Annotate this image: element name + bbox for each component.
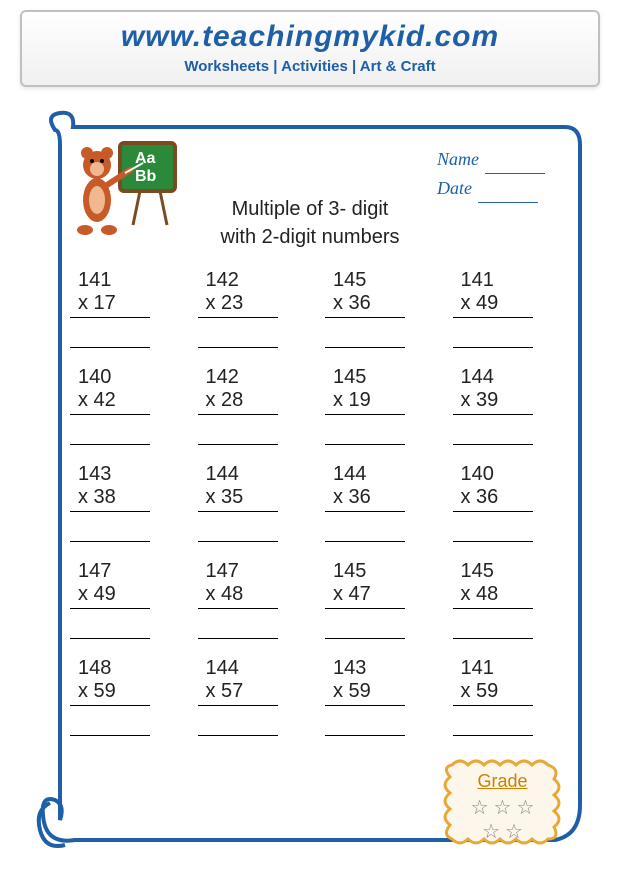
multiplication-problem: 141x 49 bbox=[453, 269, 533, 348]
grade-box: Grade ☆ ☆ ☆ ☆ ☆ bbox=[440, 757, 565, 847]
multiplication-problem: 144x 35 bbox=[198, 463, 278, 542]
multiplier: x 59 bbox=[325, 680, 405, 706]
multiplier: x 42 bbox=[70, 389, 150, 415]
answer-line bbox=[453, 322, 533, 348]
multiplier: x 49 bbox=[453, 292, 533, 318]
svg-text:Bb: Bb bbox=[135, 168, 157, 185]
answer-line bbox=[453, 419, 533, 445]
multiplicand: 145 bbox=[325, 560, 405, 583]
multiplication-problem: 143x 59 bbox=[325, 657, 405, 736]
multiplicand: 140 bbox=[453, 463, 533, 486]
sub-nav: Worksheets | Activities | Art & Craft bbox=[22, 58, 598, 75]
multiplier: x 28 bbox=[198, 389, 278, 415]
multiplication-problem: 147x 49 bbox=[70, 560, 150, 639]
multiplication-problem: 144x 36 bbox=[325, 463, 405, 542]
worksheet-frame: Aa Bb Name Date bbox=[25, 105, 595, 865]
multiplier: x 17 bbox=[70, 292, 150, 318]
multiplicand: 141 bbox=[70, 269, 150, 292]
multiplier: x 23 bbox=[198, 292, 278, 318]
multiplicand: 144 bbox=[198, 463, 278, 486]
multiplicand: 141 bbox=[453, 269, 533, 292]
multiplier: x 39 bbox=[453, 389, 533, 415]
multiplicand: 143 bbox=[325, 657, 405, 680]
multiplication-problem: 145x 36 bbox=[325, 269, 405, 348]
grade-label: Grade bbox=[440, 771, 565, 792]
answer-line bbox=[325, 322, 405, 348]
bear-chalkboard-icon: Aa Bb bbox=[65, 135, 185, 245]
multiplicand: 141 bbox=[453, 657, 533, 680]
multiplicand: 142 bbox=[198, 366, 278, 389]
name-label: Name bbox=[437, 149, 479, 169]
site-url: www.teachingmykid.com bbox=[22, 20, 598, 54]
multiplication-problem: 140x 36 bbox=[453, 463, 533, 542]
date-label: Date bbox=[437, 178, 472, 198]
multiplication-problem: 145x 47 bbox=[325, 560, 405, 639]
multiplier: x 49 bbox=[70, 583, 150, 609]
multiplicand: 144 bbox=[198, 657, 278, 680]
title-line-1: Multiple of 3- digit bbox=[180, 195, 440, 223]
multiplicand: 145 bbox=[325, 269, 405, 292]
multiplier: x 38 bbox=[70, 486, 150, 512]
multiplication-problem: 143x 38 bbox=[70, 463, 150, 542]
date-line bbox=[478, 202, 538, 203]
multiplicand: 142 bbox=[198, 269, 278, 292]
multiplier: x 36 bbox=[453, 486, 533, 512]
answer-line bbox=[198, 613, 278, 639]
multiplier: x 35 bbox=[198, 486, 278, 512]
worksheet-content: Aa Bb Name Date bbox=[45, 125, 575, 835]
multiplication-problem: 147x 48 bbox=[198, 560, 278, 639]
problems-grid: 141x 17142x 23145x 36141x 49140x 42142x … bbox=[65, 269, 555, 736]
multiplication-problem: 144x 39 bbox=[453, 366, 533, 445]
grade-stars: ☆ ☆ ☆ ☆ ☆ bbox=[440, 796, 565, 844]
multiplication-problem: 141x 59 bbox=[453, 657, 533, 736]
multiplicand: 140 bbox=[70, 366, 150, 389]
multiplication-problem: 148x 59 bbox=[70, 657, 150, 736]
multiplication-problem: 145x 48 bbox=[453, 560, 533, 639]
multiplier: x 48 bbox=[198, 583, 278, 609]
multiplicand: 147 bbox=[70, 560, 150, 583]
multiplicand: 145 bbox=[325, 366, 405, 389]
multiplication-problem: 140x 42 bbox=[70, 366, 150, 445]
answer-line bbox=[453, 710, 533, 736]
multiplier: x 19 bbox=[325, 389, 405, 415]
multiplicand: 145 bbox=[453, 560, 533, 583]
answer-line bbox=[70, 419, 150, 445]
multiplication-problem: 145x 19 bbox=[325, 366, 405, 445]
answer-line bbox=[198, 419, 278, 445]
multiplicand: 144 bbox=[325, 463, 405, 486]
multiplication-problem: 142x 28 bbox=[198, 366, 278, 445]
answer-line bbox=[325, 710, 405, 736]
header-banner: www.teachingmykid.com Worksheets | Activ… bbox=[20, 10, 600, 87]
answer-line bbox=[198, 322, 278, 348]
answer-line bbox=[70, 322, 150, 348]
multiplier: x 57 bbox=[198, 680, 278, 706]
multiplication-problem: 141x 17 bbox=[70, 269, 150, 348]
multiplicand: 144 bbox=[453, 366, 533, 389]
multiplier: x 47 bbox=[325, 583, 405, 609]
answer-line bbox=[325, 613, 405, 639]
svg-text:Aa: Aa bbox=[135, 150, 156, 167]
multiplier: x 36 bbox=[325, 292, 405, 318]
multiplier: x 59 bbox=[70, 680, 150, 706]
answer-line bbox=[325, 419, 405, 445]
multiplication-problem: 144x 57 bbox=[198, 657, 278, 736]
title-line-2: with 2-digit numbers bbox=[180, 223, 440, 251]
multiplicand: 148 bbox=[70, 657, 150, 680]
answer-line bbox=[453, 613, 533, 639]
answer-line bbox=[198, 516, 278, 542]
answer-line bbox=[70, 516, 150, 542]
answer-line bbox=[70, 710, 150, 736]
worksheet-title: Multiple of 3- digit with 2-digit number… bbox=[180, 195, 440, 251]
answer-line bbox=[70, 613, 150, 639]
multiplier: x 36 bbox=[325, 486, 405, 512]
multiplicand: 147 bbox=[198, 560, 278, 583]
multiplier: x 59 bbox=[453, 680, 533, 706]
name-date-fields: Name Date bbox=[437, 145, 545, 203]
multiplication-problem: 142x 23 bbox=[198, 269, 278, 348]
multiplier: x 48 bbox=[453, 583, 533, 609]
answer-line bbox=[325, 516, 405, 542]
multiplicand: 143 bbox=[70, 463, 150, 486]
answer-line bbox=[198, 710, 278, 736]
answer-line bbox=[453, 516, 533, 542]
